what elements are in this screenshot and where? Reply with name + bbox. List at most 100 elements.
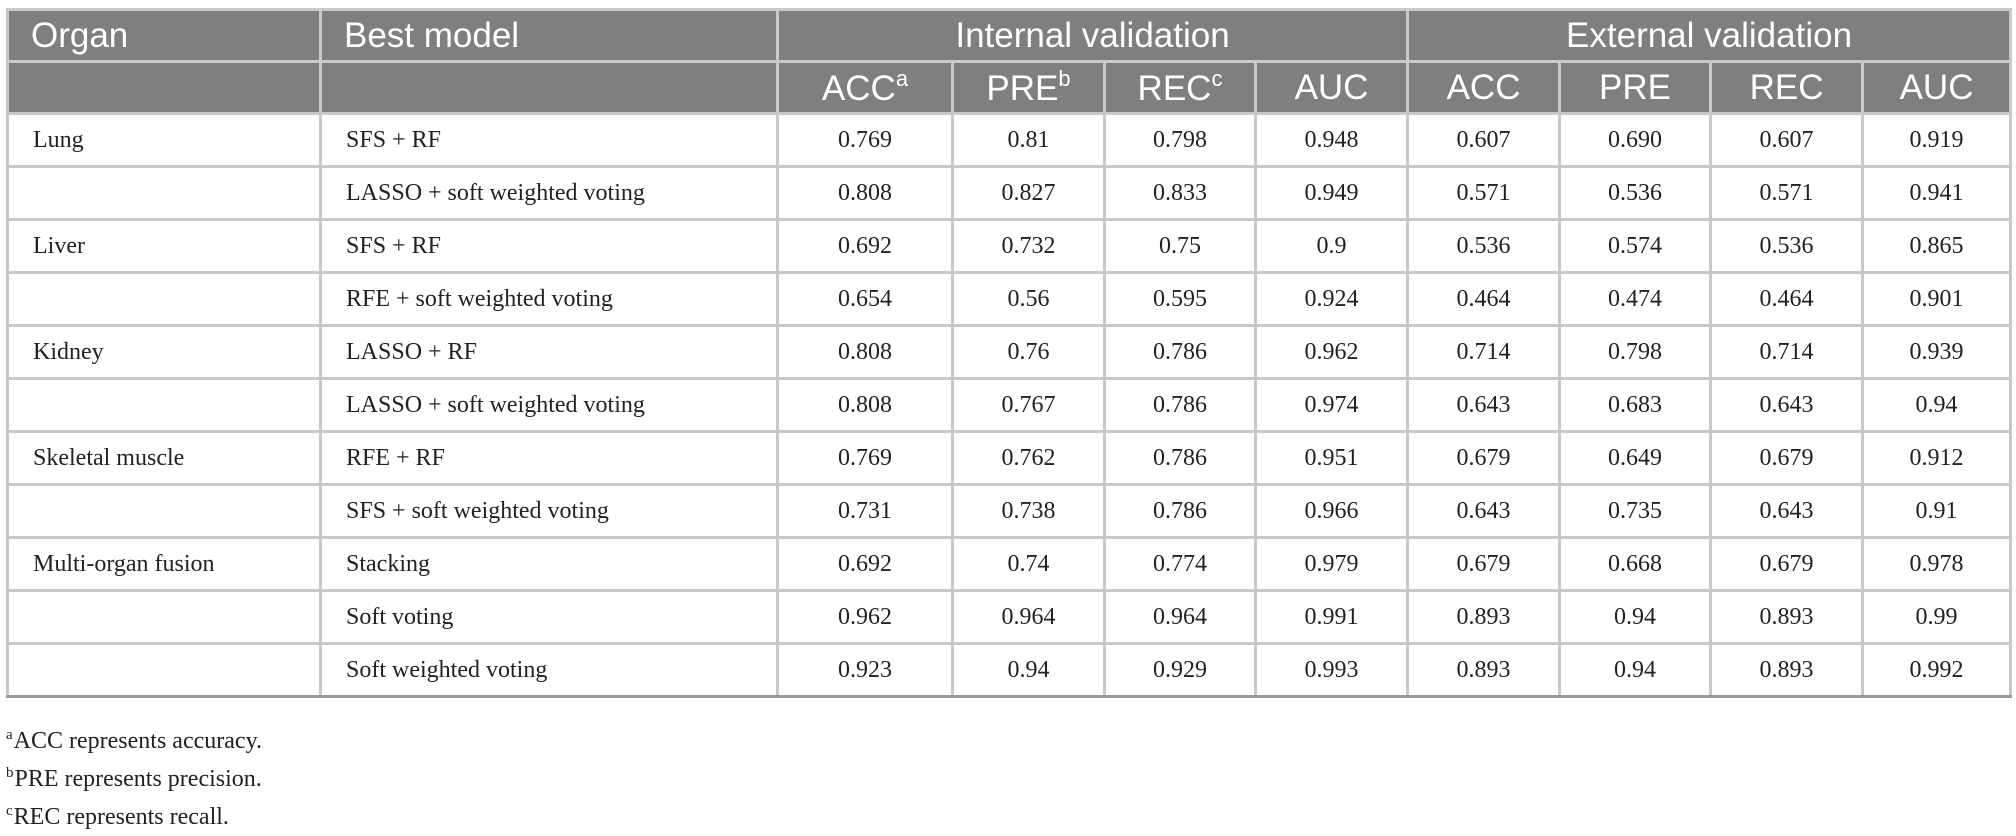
external-auc-cell: 0.919 — [1861, 112, 2013, 168]
internal-acc-cell: 0.808 — [776, 165, 954, 221]
model-cell: SFS + RF — [319, 218, 779, 274]
internal-pre-header: PREb — [951, 60, 1106, 115]
external-rec-cell: 0.464 — [1709, 271, 1865, 327]
footnote: cREC represents recall. — [6, 792, 262, 830]
internal-acc-cell: 0.769 — [776, 112, 954, 168]
internal-rec-cell: 0.774 — [1103, 536, 1257, 592]
table-row: SFS + soft weighted voting 0.731 0.738 0.78… — [6, 483, 2013, 539]
external-auc-cell: 0.941 — [1861, 165, 2013, 221]
internal-pre-cell: 0.76 — [951, 324, 1106, 380]
internal-rec-cell: 0.595 — [1103, 271, 1257, 327]
external-acc-cell: 0.464 — [1406, 271, 1562, 327]
footnote: aACC represents accuracy. — [6, 716, 262, 754]
header-row-metrics: ACCa PREb RECc AUC ACC PRE REC AUC — [6, 60, 2013, 115]
organ-header-blank — [6, 60, 322, 115]
footnotes: aACC represents accuracy. bPRE represents… — [6, 716, 262, 830]
table-row: Kidney LASSO + RF 0.808 0.76 0.786 0.962 0.714… — [6, 324, 2013, 380]
organ-cell — [6, 165, 322, 221]
footnote-text: ACC represents accuracy. — [13, 728, 263, 754]
footnote-text: PRE represents precision. — [14, 766, 262, 792]
table-row: Multi-organ fusion Stacking 0.692 0.74 0.774… — [6, 536, 2013, 592]
external-pre-cell: 0.649 — [1558, 430, 1713, 486]
internal-auc-cell: 0.924 — [1253, 271, 1410, 327]
external-auc-cell: 0.901 — [1861, 271, 2013, 327]
internal-pre-cell: 0.94 — [951, 642, 1106, 698]
internal-pre-cell: 0.56 — [951, 271, 1106, 327]
organ-cell: Skeletal muscle — [6, 430, 322, 486]
external-auc-cell: 0.992 — [1861, 642, 2013, 698]
external-pre-cell: 0.683 — [1558, 377, 1713, 433]
organ-cell — [6, 642, 322, 698]
external-auc-cell: 0.91 — [1861, 483, 2013, 539]
table-row: Lung SFS + RF 0.769 0.81 0.798 0.948 0.607 0.69… — [6, 112, 2013, 168]
external-auc-cell: 0.939 — [1861, 324, 2013, 380]
table-row: LASSO + soft weighted voting 0.808 0.827 0.… — [6, 165, 2013, 221]
external-pre-cell: 0.94 — [1558, 589, 1713, 645]
external-pre-cell: 0.94 — [1558, 642, 1713, 698]
internal-auc-cell: 0.974 — [1253, 377, 1410, 433]
internal-auc-cell: 0.951 — [1253, 430, 1410, 486]
footnote-mark: a — [895, 66, 909, 91]
internal-validation-header: Internal validation — [775, 8, 1410, 63]
external-rec-cell: 0.607 — [1709, 112, 1865, 168]
external-auc-cell: 0.865 — [1861, 218, 2013, 274]
external-acc-cell: 0.714 — [1406, 324, 1562, 380]
best-model-column-header: Best model — [319, 8, 779, 63]
organ-column-header: Organ — [6, 8, 322, 63]
organ-cell: Liver — [6, 218, 322, 274]
internal-acc-cell: 0.808 — [776, 377, 954, 433]
internal-acc-cell: 0.923 — [776, 642, 954, 698]
external-rec-header: REC — [1709, 60, 1865, 115]
organ-cell: Multi-organ fusion — [6, 536, 322, 592]
internal-pre-cell: 0.762 — [951, 430, 1106, 486]
internal-acc-cell: 0.692 — [776, 536, 954, 592]
header-row-groups: Organ Best model Internal validation Ext… — [6, 8, 2013, 63]
internal-acc-cell: 0.692 — [776, 218, 954, 274]
table-row: RFE + soft weighted voting 0.654 0.56 0.595… — [6, 271, 2013, 327]
external-rec-cell: 0.714 — [1709, 324, 1865, 380]
organ-cell: Lung — [6, 112, 322, 168]
internal-pre-cell: 0.964 — [951, 589, 1106, 645]
external-acc-cell: 0.643 — [1406, 483, 1562, 539]
internal-acc-cell: 0.731 — [776, 483, 954, 539]
organ-cell — [6, 377, 322, 433]
organ-cell: Kidney — [6, 324, 322, 380]
external-acc-cell: 0.893 — [1406, 642, 1562, 698]
internal-rec-cell: 0.786 — [1103, 324, 1257, 380]
internal-rec-cell: 0.786 — [1103, 483, 1257, 539]
internal-acc-cell: 0.962 — [776, 589, 954, 645]
model-cell: SFS + soft weighted voting — [319, 483, 779, 539]
internal-pre-cell: 0.732 — [951, 218, 1106, 274]
external-rec-cell: 0.893 — [1709, 642, 1865, 698]
external-rec-cell: 0.643 — [1709, 377, 1865, 433]
external-pre-cell: 0.474 — [1558, 271, 1713, 327]
external-pre-cell: 0.690 — [1558, 112, 1713, 168]
external-acc-cell: 0.643 — [1406, 377, 1562, 433]
external-rec-cell: 0.893 — [1709, 589, 1865, 645]
external-auc-header: AUC — [1861, 60, 2013, 115]
organ-cell — [6, 483, 322, 539]
table-row: Skeletal muscle RFE + RF 0.769 0.762 0.786 0.… — [6, 430, 2013, 486]
external-acc-cell: 0.536 — [1406, 218, 1562, 274]
external-acc-cell: 0.893 — [1406, 589, 1562, 645]
external-rec-cell: 0.536 — [1709, 218, 1865, 274]
internal-acc-cell: 0.769 — [776, 430, 954, 486]
table-row: Soft voting 0.962 0.964 0.964 0.991 0.893 0.94… — [6, 589, 2013, 645]
footnote-mark: c — [6, 803, 13, 819]
external-auc-cell: 0.912 — [1861, 430, 2013, 486]
table-row: Soft weighted voting 0.923 0.94 0.929 0.993 0… — [6, 642, 2013, 698]
internal-auc-cell: 0.949 — [1253, 165, 1410, 221]
external-rec-cell: 0.679 — [1709, 430, 1865, 486]
organ-cell — [6, 589, 322, 645]
internal-auc-cell: 0.948 — [1253, 112, 1410, 168]
model-cell: Soft weighted voting — [319, 642, 779, 698]
best-model-header-blank — [319, 60, 779, 115]
footnote: bPRE represents precision. — [6, 754, 262, 792]
model-cell: LASSO + soft weighted voting — [319, 377, 779, 433]
external-auc-cell: 0.94 — [1861, 377, 2013, 433]
internal-rec-cell: 0.833 — [1103, 165, 1257, 221]
external-acc-cell: 0.679 — [1406, 536, 1562, 592]
internal-rec-cell: 0.929 — [1103, 642, 1257, 698]
results-table: Organ Best model Internal validation Ext… — [6, 8, 2013, 698]
organ-cell — [6, 271, 322, 327]
